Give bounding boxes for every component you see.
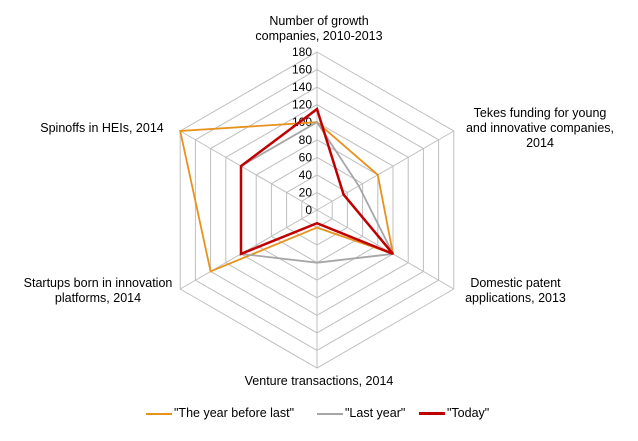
series-line-0 — [179, 121, 395, 273]
tick-label-140: 140 — [292, 80, 312, 94]
grid-spoke-5 — [179, 130, 318, 211]
tick-label-180: 180 — [292, 45, 312, 59]
tick-label-80: 80 — [299, 133, 313, 147]
tick-label-0: 0 — [305, 203, 312, 217]
axis-label-spinoffs-heis: Spinoffs in HEIs, 2014 — [40, 121, 164, 135]
tick-label-40: 40 — [299, 168, 313, 182]
radial-tick-labels: 0 20 40 60 80 100 120 140 160 180 — [292, 45, 312, 217]
legend-swatch-today — [419, 412, 445, 416]
axis-label-growth-companies: Number of growth companies, 2010-2013 — [255, 14, 383, 43]
series-group — [179, 107, 395, 273]
legend-item-today: "Today" — [419, 405, 489, 421]
legend-item-year-before-last: "The year before last" — [146, 405, 294, 421]
axis-label-patent-applications: Domestic patent applications, 2013 — [465, 276, 566, 305]
axis-label-startups-innovation-platforms: Startups born in innovation platforms, 2… — [23, 276, 173, 305]
series-line-2 — [239, 107, 394, 256]
legend-swatch-last-year — [317, 412, 343, 415]
tick-label-100: 100 — [292, 115, 312, 129]
tick-label-160: 160 — [292, 63, 312, 77]
legend-swatch-year-before-last — [146, 412, 172, 415]
legend-label-year-before-last: "The year before last" — [174, 406, 295, 420]
axis-label-venture-transactions: Venture transactions, 2014 — [244, 374, 394, 388]
legend-item-last-year: "Last year" — [317, 405, 405, 421]
tick-label-120: 120 — [292, 98, 312, 112]
axis-label-tekes-funding: Tekes funding for young and innovative c… — [465, 106, 614, 150]
tick-label-20: 20 — [299, 185, 313, 199]
tick-label-60: 60 — [299, 150, 313, 164]
legend: "The year before last" "Last year" "Toda… — [0, 405, 638, 423]
legend-label-last-year: "Last year" — [345, 406, 406, 420]
legend-label-today: "Today" — [447, 406, 490, 420]
grid-spoke-1 — [316, 130, 455, 211]
radar-grid — [179, 51, 455, 369]
